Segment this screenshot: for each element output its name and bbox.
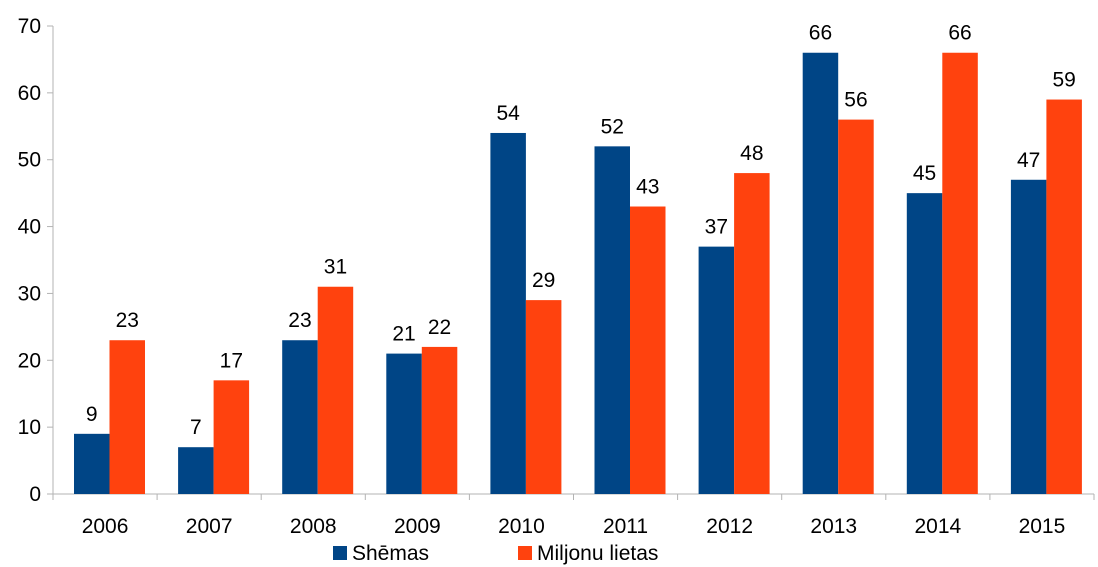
bar [802,52,839,494]
y-tick-label: 10 [18,416,41,439]
bar-value-label: 9 [86,403,98,426]
bar [317,286,354,494]
bar [734,173,770,495]
x-tick-label: 2014 [914,515,961,538]
bar-value-label: 21 [392,323,415,346]
bar [386,353,422,494]
bar-value-label: 17 [220,349,243,372]
bar [838,119,874,494]
bar-value-label: 31 [324,256,347,279]
bar [490,132,526,494]
bar [282,340,318,494]
bar-value-label: 47 [1017,149,1040,172]
x-tick-label: 2009 [394,515,441,538]
legend-swatch [518,546,532,560]
bar-value-label: 45 [913,162,936,185]
legend-swatch [333,546,347,560]
x-axis-ticks: 2006 2007 2008 2009 2010 2011 2012 2013 2014 2015 [82,515,1066,538]
y-tick-label: 50 [18,149,41,172]
y-axis-ticks: 0 10 20 30 40 50 60 70 [18,15,41,506]
legend: Shēmas Miljonu lietas [333,542,658,565]
bar [630,206,666,494]
x-tick-label: 2010 [498,515,545,538]
bar [594,146,630,495]
bar [1046,99,1082,495]
x-tick-label: 2007 [186,515,233,538]
x-tick-label: 2015 [1019,515,1066,538]
bar-value-label: 54 [496,102,520,125]
y-tick-label: 0 [29,483,41,506]
bar-value-label: 22 [428,316,451,339]
bar-value-label: 66 [948,22,971,45]
bar [525,300,562,494]
x-tick-label: 2013 [810,515,857,538]
bar [906,193,943,494]
bar [1010,179,1047,494]
bar-value-label: 66 [809,22,832,45]
y-tick-label: 40 [18,216,41,239]
bar [109,340,145,494]
x-tick-label: 2012 [706,515,753,538]
bars [74,52,1082,495]
bar-value-label: 52 [601,115,624,138]
bar-value-label: 56 [844,89,867,112]
bar-value-label: 23 [116,309,139,332]
bar [698,246,735,494]
bar-value-label: 37 [705,216,728,239]
y-tick-label: 60 [18,82,41,105]
bar-value-label: 43 [636,176,659,199]
y-tick-label: 70 [18,15,41,38]
y-tick-label: 30 [18,282,41,305]
bar-value-label: 59 [1052,69,1075,92]
x-tick-label: 2006 [82,515,129,538]
bar [942,52,978,494]
bar-value-label: 23 [288,309,311,332]
bar-value-label: 7 [190,416,202,439]
bar [213,380,250,494]
y-tick-label: 20 [18,349,41,372]
bar [74,433,110,494]
x-tick-label: 2011 [603,515,648,538]
bar [421,346,458,494]
bar [178,447,214,494]
bar-value-label: 29 [532,269,555,292]
data-labels: 9 7 23 21 54 52 37 66 45 47 23 17 31 22 29 43 48 56 66 59 [86,22,1076,439]
x-tick-label: 2008 [290,515,337,538]
legend-label: Miljonu lietas [537,542,658,565]
bar-value-label: 48 [740,142,763,165]
legend-label: Shēmas [352,542,429,565]
